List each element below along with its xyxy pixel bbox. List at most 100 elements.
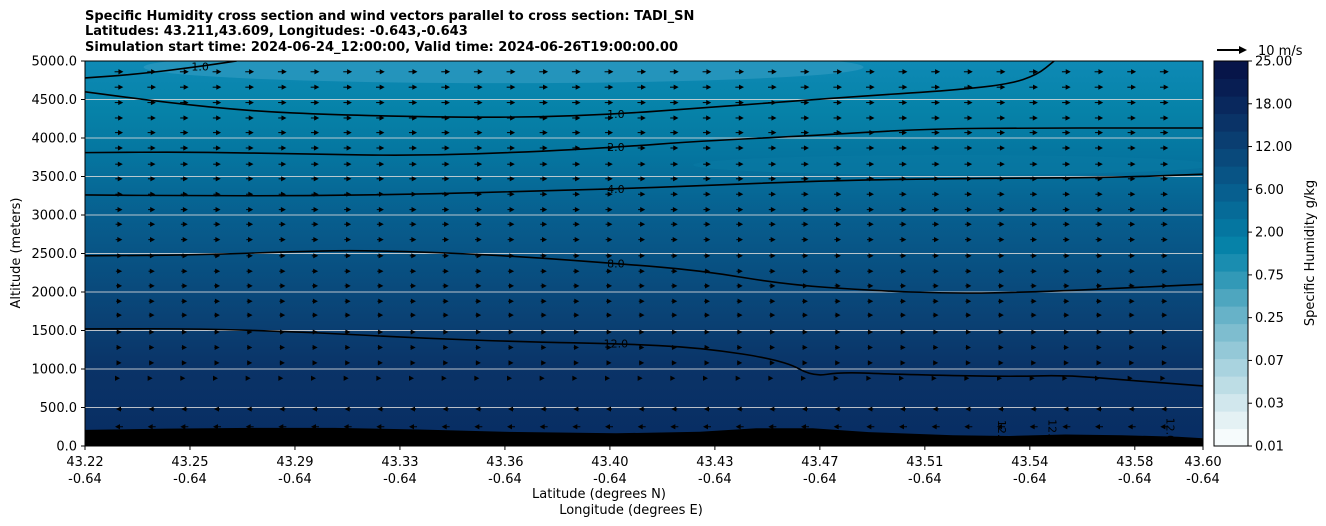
- wind-vector-head: [378, 298, 384, 304]
- wind-vector-head: [672, 312, 678, 318]
- wind-vector-head: [476, 237, 482, 243]
- wind-vector-head: [346, 191, 352, 197]
- wind-vector-head: [1029, 375, 1035, 381]
- wind-vector-head: [215, 253, 221, 259]
- wind-vector-head: [999, 176, 1005, 182]
- wind-vector-head: [248, 130, 254, 136]
- wind-vector-head: [997, 424, 1002, 430]
- wind-vector-head: [802, 360, 808, 366]
- wind-vector-head: [312, 298, 318, 304]
- x-tick-label-lat: 43.51: [906, 455, 943, 470]
- wind-vector-head: [1098, 84, 1104, 90]
- wind-vector-head: [183, 84, 189, 90]
- wind-vector-head: [934, 115, 940, 121]
- wind-vector-head: [770, 207, 776, 213]
- colorbar-segment: [1214, 271, 1248, 290]
- wind-vector-head: [934, 176, 940, 182]
- wind-vector-head: [444, 191, 450, 197]
- wind-vector-head: [706, 130, 712, 136]
- wind-vector-head: [147, 424, 153, 430]
- wind-vector-head: [869, 99, 875, 106]
- wind-vector-head: [868, 283, 874, 289]
- wind-vector-head: [933, 283, 939, 289]
- wind-vector-head: [738, 99, 744, 106]
- wind-vector-head: [704, 312, 710, 318]
- wind-vector-head: [900, 406, 905, 412]
- wind-vector-head: [606, 344, 612, 351]
- wind-vector-head: [999, 268, 1005, 274]
- colorbar-segment: [1214, 393, 1248, 412]
- wind-vector-head: [1096, 360, 1102, 366]
- wind-vector-head: [1097, 221, 1103, 227]
- wind-vector-head: [933, 344, 939, 351]
- wind-vector-head: [411, 221, 417, 227]
- wind-vector-head: [476, 221, 482, 227]
- wind-vector-head: [1098, 69, 1104, 75]
- x-tick-label-lat: 43.40: [591, 455, 628, 470]
- humidity-band-mid: [693, 154, 1203, 175]
- wind-vector-head: [1129, 253, 1135, 259]
- wind-vector-head: [213, 424, 218, 430]
- x-tick-label-lon: -0.64: [803, 472, 837, 487]
- x-tick-label-lat: 43.25: [171, 455, 208, 470]
- wind-vector-head: [934, 207, 940, 213]
- wind-vector-head: [1160, 424, 1166, 430]
- wind-vector-head: [573, 406, 579, 412]
- wind-vector-head: [180, 424, 186, 430]
- y-tick-label: 4000.0: [32, 132, 78, 147]
- wind-vector-head: [770, 268, 776, 274]
- wind-vector-head: [1129, 329, 1135, 335]
- wind-vector-head: [671, 360, 677, 366]
- wind-vector-head: [476, 329, 482, 335]
- wind-vector-head: [411, 145, 417, 151]
- wind-vector-head: [409, 424, 414, 430]
- wind-vector-head: [280, 207, 286, 213]
- wind-vector-head: [379, 115, 385, 121]
- wind-vector-head: [279, 360, 285, 366]
- y-tick-label: 3000.0: [32, 209, 78, 224]
- wind-vector-head: [608, 115, 614, 121]
- wind-vector-head: [739, 69, 745, 75]
- wind-vector-head: [115, 375, 120, 381]
- wind-vector-head: [867, 344, 873, 351]
- wind-vector-head: [248, 84, 254, 90]
- wind-vector-head: [150, 130, 156, 136]
- wind-vector-head: [1096, 344, 1102, 351]
- wind-vector-head: [804, 69, 810, 75]
- wind-vector-head: [150, 176, 156, 182]
- wind-vector-head: [476, 283, 482, 289]
- wind-vector-head: [999, 253, 1005, 259]
- wind-vector-head: [476, 191, 482, 197]
- wind-vector-head: [965, 360, 971, 366]
- wind-vector-head: [902, 130, 908, 136]
- wind-vector-head: [1032, 176, 1038, 182]
- colorbar-segment: [1214, 428, 1248, 447]
- wind-vector-head: [705, 268, 711, 274]
- wind-vector-head: [738, 161, 744, 167]
- wind-vector-head: [574, 237, 580, 243]
- wind-vector-head: [214, 312, 220, 318]
- wind-vector-head: [474, 424, 480, 430]
- wind-vector-head: [901, 207, 907, 213]
- contour-label-vertical: 12.0: [1163, 418, 1176, 443]
- wind-vector-head: [1129, 268, 1135, 274]
- wind-vector-head: [672, 253, 678, 259]
- wind-vector-head: [999, 237, 1005, 243]
- wind-vector-head: [1162, 329, 1168, 335]
- wind-vector-head: [148, 406, 154, 412]
- wind-vector-head: [248, 99, 254, 106]
- wind-vector-head: [248, 207, 254, 213]
- wind-vector-head: [933, 360, 939, 366]
- wind-vector-head: [738, 176, 744, 182]
- wind-vector-head: [1161, 360, 1167, 366]
- wind-vector-head: [149, 283, 155, 289]
- wind-vector-head: [476, 268, 482, 274]
- wind-vector-head: [1163, 161, 1169, 167]
- wind-vector-head: [705, 237, 711, 243]
- wind-vector-head: [411, 191, 417, 197]
- wind-vector-head: [476, 312, 482, 318]
- wind-vector-head: [999, 283, 1005, 289]
- wind-vector-head: [377, 360, 383, 366]
